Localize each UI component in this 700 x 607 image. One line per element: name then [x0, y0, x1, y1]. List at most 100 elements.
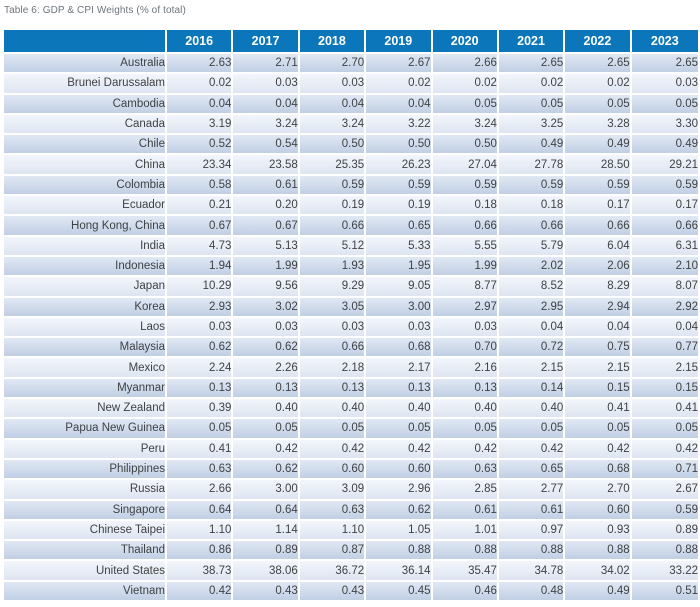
value-cell: 3.19 [167, 114, 234, 136]
table-row: Peru 0.41 0.42 0.42 0.42 0.42 0.42 0.42 0.42 [4, 439, 698, 460]
value-cell: 0.03 [167, 317, 234, 339]
value-cell: 0.60 [565, 500, 632, 521]
year-header: 2017 [233, 30, 300, 54]
country-label: Peru [4, 439, 167, 460]
value-cell: 0.66 [432, 216, 499, 237]
value-cell: 2.16 [432, 358, 499, 379]
value-cell: 0.65 [366, 216, 433, 237]
value-cell: 0.60 [299, 459, 367, 481]
value-cell: 0.67 [233, 216, 300, 237]
value-cell: 0.15 [565, 378, 632, 400]
value-cell: 0.63 [299, 500, 367, 521]
value-cell: 3.00 [233, 480, 300, 501]
value-cell: 0.03 [299, 74, 367, 95]
value-cell: 0.66 [299, 216, 367, 237]
value-cell: 0.58 [167, 175, 234, 197]
value-cell: 0.50 [299, 135, 367, 156]
value-cell: 0.49 [631, 135, 698, 156]
value-cell: 1.95 [366, 256, 433, 278]
value-cell: 0.03 [233, 74, 300, 95]
value-cell: 0.48 [498, 581, 566, 603]
value-cell: 0.86 [167, 541, 234, 562]
value-cell: 0.13 [366, 378, 433, 400]
value-cell: 1.01 [432, 520, 499, 542]
value-cell: 0.18 [498, 196, 566, 217]
value-cell: 0.05 [432, 94, 499, 115]
value-cell: 1.10 [167, 520, 234, 542]
value-cell: 2.18 [299, 358, 367, 379]
table-row: Chile 0.52 0.54 0.50 0.50 0.50 0.49 0.49 0.49 [4, 135, 698, 156]
country-label: Russia [4, 480, 167, 501]
value-cell: 0.19 [366, 196, 433, 217]
country-label: Singapore [4, 500, 167, 521]
value-cell: 3.24 [432, 114, 499, 136]
corner-header-cell [4, 30, 167, 54]
value-cell: 0.05 [299, 419, 367, 440]
value-cell: 23.58 [233, 155, 300, 176]
year-header: 2019 [366, 30, 433, 54]
value-cell: 8.07 [631, 277, 698, 298]
value-cell: 1.14 [233, 520, 300, 542]
value-cell: 2.15 [565, 358, 632, 379]
value-cell: 0.42 [498, 439, 566, 460]
value-cell: 1.05 [366, 520, 433, 542]
country-label: Malaysia [4, 338, 167, 359]
value-cell: 0.50 [432, 135, 499, 156]
value-cell: 0.05 [167, 419, 234, 440]
value-cell: 0.88 [432, 541, 499, 562]
table-row: Indonesia 1.94 1.99 1.93 1.95 1.99 2.02 2.06 2.1… [4, 256, 698, 278]
country-label: Myanmar [4, 378, 167, 400]
country-label: Colombia [4, 175, 167, 197]
value-cell: 0.88 [631, 541, 698, 562]
value-cell: 0.68 [366, 338, 433, 359]
value-cell: 0.04 [299, 94, 367, 115]
table-row: Colombia 0.58 0.61 0.59 0.59 0.59 0.59 0.59 0.59 [4, 175, 698, 197]
value-cell: 5.79 [498, 236, 566, 257]
value-cell: 0.21 [167, 196, 234, 217]
value-cell: 3.24 [299, 114, 367, 136]
table-row: Cambodia 0.04 0.04 0.04 0.04 0.05 0.05 0.05 0.05 [4, 94, 698, 115]
value-cell: 2.96 [366, 480, 433, 501]
table-row: India 4.73 5.13 5.12 5.33 5.55 5.79 6.04 6.31 [4, 236, 698, 257]
value-cell: 2.66 [167, 480, 234, 501]
table-row: Malaysia 0.62 0.62 0.66 0.68 0.70 0.72 0.75 0.77 [4, 338, 698, 359]
value-cell: 0.40 [233, 399, 300, 420]
value-cell: 9.29 [299, 277, 367, 298]
value-cell: 0.42 [366, 439, 433, 460]
value-cell: 0.62 [167, 338, 234, 359]
value-cell: 1.99 [233, 256, 300, 278]
value-cell: 0.97 [498, 520, 566, 542]
country-label: Vietnam [4, 581, 167, 603]
value-cell: 2.26 [233, 358, 300, 379]
value-cell: 2.10 [631, 256, 698, 278]
year-header: 2022 [565, 30, 632, 54]
country-label: Philippines [4, 459, 167, 481]
value-cell: 0.46 [432, 581, 499, 603]
value-cell: 0.41 [631, 399, 698, 420]
value-cell: 0.04 [565, 317, 632, 339]
value-cell: 0.03 [432, 317, 499, 339]
value-cell: 0.02 [366, 74, 433, 95]
country-label: New Zealand [4, 399, 167, 420]
value-cell: 0.68 [565, 459, 632, 481]
value-cell: 1.99 [432, 256, 499, 278]
value-cell: 0.89 [233, 541, 300, 562]
country-label: Laos [4, 317, 167, 339]
value-cell: 0.40 [498, 399, 566, 420]
table-row: Korea 2.93 3.02 3.05 3.00 2.97 2.95 2.94 2.92 [4, 297, 698, 318]
country-label: Thailand [4, 541, 167, 562]
value-cell: 0.63 [432, 459, 499, 481]
table-row: Australia 2.63 2.71 2.70 2.67 2.66 2.65 2.65 2.6… [4, 54, 698, 75]
value-cell: 0.87 [299, 541, 367, 562]
year-header: 2023 [631, 30, 698, 54]
value-cell: 0.59 [631, 500, 698, 521]
value-cell: 0.89 [631, 520, 698, 542]
value-cell: 2.97 [432, 297, 499, 318]
value-cell: 0.43 [233, 581, 300, 603]
value-cell: 2.63 [167, 54, 234, 75]
value-cell: 2.15 [631, 358, 698, 379]
value-cell: 5.55 [432, 236, 499, 257]
table-row: Laos 0.03 0.03 0.03 0.03 0.03 0.04 0.04 0.04 [4, 317, 698, 339]
value-cell: 0.03 [233, 317, 300, 339]
value-cell: 2.85 [432, 480, 499, 501]
